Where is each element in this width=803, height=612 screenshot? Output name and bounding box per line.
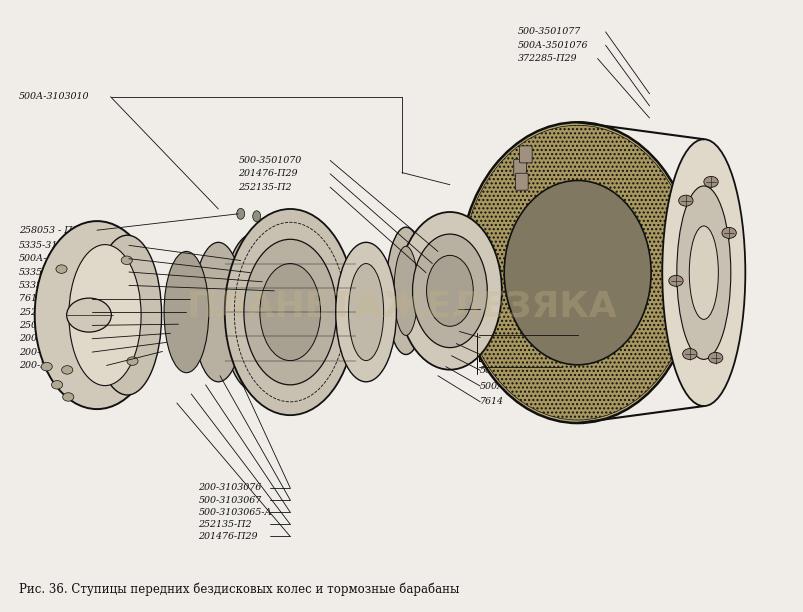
- Text: 5335-3104008: 5335-3104008: [18, 241, 88, 250]
- Text: 500А-3501076: 500А-3501076: [517, 41, 588, 50]
- Ellipse shape: [503, 181, 650, 365]
- Circle shape: [67, 298, 112, 332]
- Text: 201476-П29: 201476-П29: [238, 170, 297, 178]
- Text: 250561-П29: 250561-П29: [18, 321, 78, 330]
- Circle shape: [707, 353, 722, 364]
- Text: 7612 К: 7612 К: [18, 294, 53, 303]
- FancyBboxPatch shape: [513, 159, 526, 176]
- Text: 500А-3103034: 500А-3103034: [479, 350, 550, 359]
- Text: Рис. 36. Ступицы передних бездисковых колес и тормозные барабаны: Рис. 36. Ступицы передних бездисковых ко…: [18, 583, 459, 596]
- Text: 200-3103076: 200-3103076: [198, 483, 261, 493]
- Text: 200-3103081-А: 200-3103081-А: [18, 361, 92, 370]
- Ellipse shape: [688, 226, 717, 319]
- Circle shape: [682, 349, 696, 359]
- Ellipse shape: [676, 186, 730, 359]
- Text: 500-3103065-А: 500-3103065-А: [198, 508, 271, 517]
- Ellipse shape: [252, 211, 260, 222]
- Ellipse shape: [461, 125, 693, 420]
- Text: 7614: 7614: [479, 397, 503, 406]
- Ellipse shape: [662, 139, 744, 406]
- Ellipse shape: [225, 209, 355, 415]
- Ellipse shape: [393, 246, 418, 335]
- Text: 372285-П29: 372285-П29: [517, 54, 577, 63]
- Circle shape: [121, 256, 132, 264]
- Text: ПЛАНЕТАЖЕЛЕЗЯКА: ПЛАНЕТАЖЕЛЕЗЯКА: [186, 289, 617, 323]
- Text: 201476-П29: 201476-П29: [198, 532, 258, 541]
- Text: 252135-П2: 252135-П2: [198, 520, 251, 529]
- Text: 500А-3103082: 500А-3103082: [479, 305, 550, 313]
- Circle shape: [721, 228, 736, 239]
- Circle shape: [62, 366, 73, 374]
- Circle shape: [56, 265, 67, 274]
- Text: 5335-3101040: 5335-3101040: [18, 281, 88, 290]
- Ellipse shape: [35, 221, 159, 409]
- Ellipse shape: [243, 239, 336, 385]
- Text: 500-3501070: 500-3501070: [238, 156, 301, 165]
- Text: 500-3103038: 500-3103038: [479, 366, 543, 375]
- Ellipse shape: [259, 264, 320, 360]
- Text: 500-3103067: 500-3103067: [198, 496, 261, 504]
- Text: 500А-3103047-А: 500А-3103047-А: [479, 381, 560, 390]
- Text: 200-3103080: 200-3103080: [18, 348, 82, 357]
- Text: 500А-3103010: 500А-3103010: [18, 92, 89, 101]
- Circle shape: [668, 275, 683, 286]
- Circle shape: [703, 176, 717, 187]
- Ellipse shape: [385, 227, 426, 354]
- Ellipse shape: [222, 233, 286, 391]
- Text: 258053 - П29: 258053 - П29: [18, 226, 84, 234]
- Text: 200-3103079: 200-3103079: [18, 334, 82, 343]
- Circle shape: [63, 393, 74, 401]
- Circle shape: [41, 362, 52, 371]
- Ellipse shape: [412, 234, 487, 348]
- Text: 5335-3101050: 5335-3101050: [18, 267, 88, 277]
- Circle shape: [51, 381, 63, 389]
- FancyBboxPatch shape: [515, 173, 528, 190]
- FancyBboxPatch shape: [519, 146, 532, 163]
- Ellipse shape: [93, 235, 161, 395]
- Text: 500А-3103015: 500А-3103015: [18, 254, 89, 263]
- Circle shape: [678, 195, 692, 206]
- Ellipse shape: [426, 255, 473, 326]
- Ellipse shape: [348, 264, 383, 360]
- Ellipse shape: [236, 208, 244, 219]
- Text: 500-3501077: 500-3501077: [517, 28, 581, 36]
- Text: 252139-П2: 252139-П2: [18, 308, 72, 316]
- Ellipse shape: [193, 242, 243, 382]
- Text: 252135-П2: 252135-П2: [238, 182, 291, 192]
- Ellipse shape: [336, 242, 396, 382]
- Ellipse shape: [69, 245, 141, 386]
- Ellipse shape: [164, 252, 209, 373]
- Circle shape: [127, 357, 138, 365]
- Ellipse shape: [459, 122, 695, 423]
- Ellipse shape: [397, 212, 501, 370]
- Text: 500А-3103036: 500А-3103036: [479, 333, 550, 342]
